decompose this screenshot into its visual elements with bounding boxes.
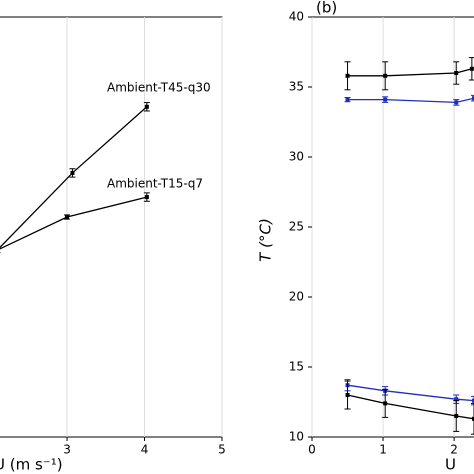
series-line <box>347 97 474 104</box>
x-axis-label: U <box>445 456 456 474</box>
point <box>65 215 70 220</box>
y-tick-label: 40 <box>289 10 304 24</box>
point <box>469 66 474 71</box>
series-line <box>347 384 474 402</box>
y-axis-label: T (°C) <box>257 218 275 262</box>
point <box>383 73 388 78</box>
y-tick-label: 20 <box>289 290 304 304</box>
point <box>70 170 75 175</box>
x-axis-label: U (m s⁻¹) <box>0 456 63 474</box>
point <box>383 97 388 102</box>
y-tick-label: 10 <box>289 430 304 444</box>
point <box>345 97 350 102</box>
point <box>472 398 474 403</box>
series-line <box>347 68 473 77</box>
x-tick-label: 0 <box>308 443 316 457</box>
point <box>454 71 459 75</box>
point <box>454 100 459 105</box>
annotation: Ambient-T45-q30 <box>107 81 211 95</box>
y-tick-label: 15 <box>289 360 304 374</box>
right-frame <box>311 16 474 438</box>
x-tick-label: 5 <box>218 443 226 457</box>
y-tick-label: 35 <box>289 80 304 94</box>
point <box>472 416 474 421</box>
point <box>454 397 459 402</box>
point <box>383 401 388 406</box>
x-tick-label: 2 <box>450 443 458 457</box>
y-tick-label: 30 <box>289 150 304 164</box>
x-tick-label: 3 <box>63 443 71 457</box>
y-tick-label: 25 <box>289 220 304 234</box>
series-line <box>0 196 147 250</box>
x-tick-label: 1 <box>379 443 387 457</box>
point <box>345 393 350 397</box>
panel-label: (b) <box>316 0 337 17</box>
series-line <box>347 394 474 420</box>
point <box>144 195 149 200</box>
x-tick-label: 4 <box>141 443 149 457</box>
point <box>454 414 459 418</box>
point <box>345 73 350 78</box>
annotation: Ambient-T15-q7 <box>107 177 203 191</box>
point <box>144 104 149 109</box>
point <box>472 96 474 101</box>
